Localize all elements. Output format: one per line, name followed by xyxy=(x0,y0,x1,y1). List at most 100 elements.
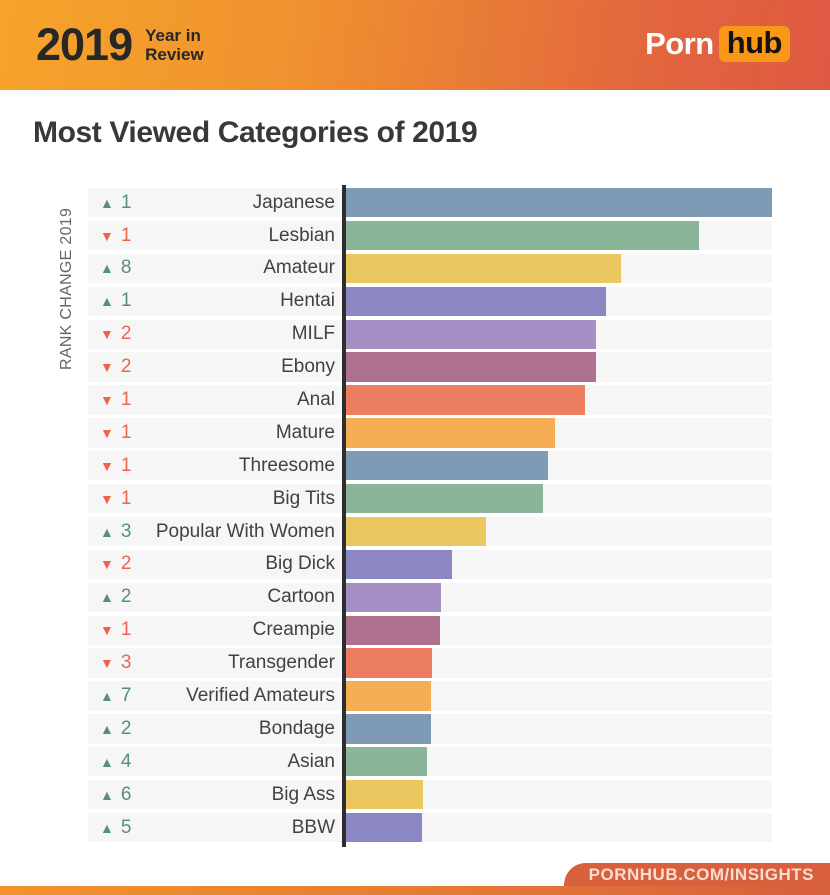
bar-area xyxy=(344,418,772,448)
rank-change: ▲ 3 xyxy=(100,521,131,543)
rank-change: ▼ 1 xyxy=(100,422,131,444)
category-bar xyxy=(344,319,597,349)
bar-area xyxy=(344,220,772,251)
rank-down-icon: ▼ xyxy=(100,326,114,343)
category-bar xyxy=(344,253,621,284)
rank-change-value: 3 xyxy=(120,652,132,674)
bar-area xyxy=(344,681,772,711)
category-bar xyxy=(344,516,487,547)
logo-porn-text: Porn xyxy=(645,26,714,61)
category-label: Transgender xyxy=(227,652,335,674)
rank-change: ▲ 4 xyxy=(100,751,131,773)
category-label: Mature xyxy=(275,421,335,443)
category-info: ▼ 3 Transgender xyxy=(88,648,344,678)
category-label: Ebony xyxy=(281,356,335,378)
rank-change: ▼ 1 xyxy=(100,488,131,510)
category-label: Lesbian xyxy=(268,224,335,246)
category-info: ▼ 1 Anal xyxy=(88,385,344,415)
rank-change: ▼ 2 xyxy=(100,323,131,345)
rank-down-icon: ▼ xyxy=(100,359,114,376)
category-bar xyxy=(344,648,433,678)
rank-change-value: 1 xyxy=(120,290,132,312)
category-row: ▲ 8 Amateur xyxy=(88,253,772,284)
rank-up-icon: ▲ xyxy=(100,753,114,770)
rank-up-icon: ▲ xyxy=(100,688,114,704)
rank-change-value: 1 xyxy=(120,619,132,641)
category-label: Japanese xyxy=(252,191,335,213)
category-bar xyxy=(344,385,585,415)
bar-area xyxy=(344,714,772,744)
category-label: Popular With Women xyxy=(155,520,335,542)
bar-area xyxy=(344,385,772,415)
category-label: MILF xyxy=(291,323,335,345)
rank-up-icon: ▲ xyxy=(100,293,114,310)
rank-change-value: 1 xyxy=(120,191,132,213)
bar-area xyxy=(344,253,772,284)
category-bar xyxy=(344,220,700,251)
category-info: ▲ 4 Asian xyxy=(88,747,344,777)
category-row: ▲ 3 Popular With Women xyxy=(88,516,772,547)
y-axis-label: RANK CHANGE 2019 xyxy=(58,207,75,370)
category-row: ▲ 2 Bondage xyxy=(88,714,772,744)
category-info: ▼ 1 Mature xyxy=(88,418,344,448)
category-bar xyxy=(344,451,549,481)
category-row: ▲ 2 Cartoon xyxy=(88,582,772,612)
rank-change-value: 8 xyxy=(120,257,132,279)
rank-change-value: 2 xyxy=(120,356,132,378)
category-info: ▲ 1 Hentai xyxy=(88,286,344,316)
bar-area xyxy=(344,319,772,349)
category-info: ▲ 3 Popular With Women xyxy=(88,516,344,547)
rank-up-icon: ▲ xyxy=(100,819,114,836)
footer-url: PORNHUB.COM/INSIGHTS xyxy=(588,865,814,884)
category-info: ▲ 5 BBW xyxy=(88,812,344,843)
pornhub-logo: Porn hub xyxy=(645,26,790,62)
rank-up-icon: ▲ xyxy=(100,720,114,737)
category-info: ▼ 2 Big Dick xyxy=(88,549,344,580)
rank-change-value: 4 xyxy=(120,750,132,772)
category-row: ▼ 2 MILF xyxy=(88,319,772,349)
category-row: ▼ 1 Big Tits xyxy=(88,484,772,514)
category-row: ▲ 6 Big Ass xyxy=(88,780,772,810)
bar-area xyxy=(344,451,772,481)
category-bar xyxy=(344,549,452,580)
category-row: ▲ 5 BBW xyxy=(88,812,772,843)
category-bar xyxy=(344,582,442,612)
rank-change: ▼ 3 xyxy=(100,652,131,674)
category-row: ▼ 1 Anal xyxy=(88,385,772,415)
category-bar xyxy=(344,812,422,843)
rank-down-icon: ▼ xyxy=(100,622,114,639)
category-label: Cartoon xyxy=(267,586,335,608)
rank-change-value: 5 xyxy=(120,816,132,838)
category-label: Big Tits xyxy=(272,487,335,509)
chart-rows: ▲ 1 Japanese ▼ 1 Lesbian ▲ 8 Amateur xyxy=(88,188,772,843)
rank-change: ▲ 1 xyxy=(100,192,131,214)
category-row: ▼ 1 Lesbian xyxy=(88,220,772,251)
year-label: 2019 xyxy=(36,19,133,70)
category-row: ▼ 1 Threesome xyxy=(88,451,772,481)
category-info: ▲ 7 Verified Amateurs xyxy=(88,681,344,711)
category-row: ▼ 2 Big Dick xyxy=(88,549,772,580)
rank-down-icon: ▼ xyxy=(100,424,114,441)
rank-change-value: 2 xyxy=(120,586,132,608)
rank-down-icon: ▼ xyxy=(100,227,114,244)
category-bar xyxy=(344,418,555,448)
category-info: ▼ 2 Ebony xyxy=(88,352,344,382)
header-banner: 2019 Year in Review Porn hub xyxy=(0,0,830,90)
bar-area xyxy=(344,615,772,645)
category-info: ▲ 6 Big Ass xyxy=(88,780,344,810)
year-subtitle: Year in Review xyxy=(145,26,204,64)
category-info: ▼ 2 MILF xyxy=(88,319,344,349)
bar-area xyxy=(344,812,772,843)
bar-area xyxy=(344,582,772,612)
rank-up-icon: ▲ xyxy=(100,786,114,803)
rank-change-value: 2 xyxy=(120,553,132,575)
rank-change-value: 1 xyxy=(120,454,132,476)
category-bar xyxy=(344,681,431,711)
category-label: Anal xyxy=(296,388,335,410)
logo-hub-badge: hub xyxy=(718,26,790,62)
year-in-review-brand: 2019 Year in Review xyxy=(36,22,204,67)
category-row: ▲ 7 Verified Amateurs xyxy=(88,681,772,711)
axis-line xyxy=(342,185,346,847)
category-info: ▲ 8 Amateur xyxy=(88,253,344,284)
